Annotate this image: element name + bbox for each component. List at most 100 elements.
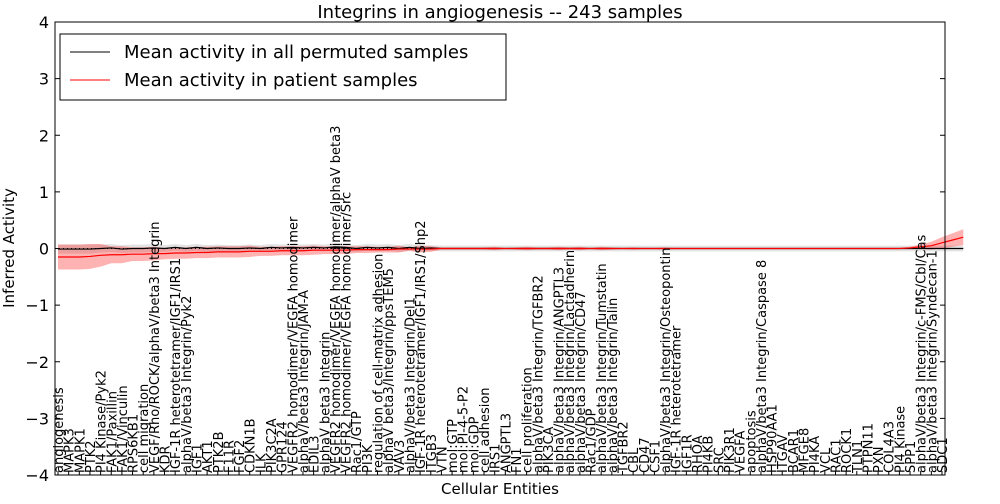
x-tick-label: alphaV beta3/Integrin/ppsTEM5 <box>382 268 397 473</box>
x-tick-label: VEGF/Rho/ROCK/alphaV/beta3 Integrin <box>148 221 163 473</box>
x-tick-label: COL4A3 <box>883 421 898 473</box>
x-tick-label: alphaV/beta3 Integrin/ANGPTL3 <box>553 267 568 473</box>
x-tick-label: RPS6KB1 <box>127 414 142 473</box>
x-tick-label: cell proliferation <box>521 367 536 473</box>
x-tick-label: Rac1/GTP <box>350 411 365 473</box>
x-tick-label: PI3K <box>361 444 376 473</box>
x-tick-label: IGF-1R heterotetramer/IGF1/IRS1 <box>169 258 184 473</box>
x-tick-label: PTK2 <box>84 440 99 473</box>
x-axis-label: Cellular Entities <box>441 480 559 498</box>
x-tick-label: alphaV/beta3 Integrin/Pyk2 <box>180 296 195 473</box>
x-tick-label: MAPK1 <box>73 428 88 473</box>
x-tick-label: HSP90AA1 <box>766 404 781 473</box>
x-tick-label: PI4 Kinase <box>893 406 908 473</box>
x-tick-label: MAPK3 <box>63 428 78 473</box>
legend-label-patient: Mean activity in patient samples <box>124 70 418 91</box>
x-tick-label: ITGB3 <box>425 434 440 473</box>
confidence-bands <box>58 229 964 270</box>
x-tick-label: alphaV/beta3 Integrin/Caspase 8 <box>755 260 770 473</box>
x-tick-label: CBL <box>627 447 642 473</box>
x-tick-label: TGFBR2 <box>616 421 631 474</box>
x-tick-label: alphaV beta3 Integrin <box>318 332 333 473</box>
y-tick-label: 4 <box>39 13 49 32</box>
y-tick-label: 1 <box>39 183 49 202</box>
x-tick-label: AKT1 <box>201 440 216 473</box>
x-tick-label: FAK1/Paxillin <box>105 391 120 473</box>
x-tick-label: alphaV/beta3 Integrin/c-FMS/Cbl/Cas <box>915 234 930 473</box>
x-tick-label: Rac1/GDP <box>585 408 600 473</box>
x-tick-label: IGF-1R heterotetramer <box>670 325 685 473</box>
x-tick-label: PTPN11 <box>861 423 876 473</box>
x-tick-label: SPP1 <box>904 441 919 473</box>
x-tick-label: IGF1 <box>190 443 205 473</box>
x-tick-label: cell migration <box>137 384 152 473</box>
x-tick-label: GPR124 <box>276 421 291 473</box>
x-tick-label: ILK <box>254 453 269 473</box>
y-tick-label: 3 <box>39 70 49 89</box>
x-tick-label: PIK3R1 <box>723 427 738 473</box>
x-tick-label: apoptosis <box>744 410 759 473</box>
band-series-1 <box>58 229 964 270</box>
y-tick-label: −3 <box>25 409 49 428</box>
x-tick-label: FGF2 <box>233 440 248 473</box>
x-tick-label: mol:GTP <box>446 419 461 473</box>
x-tick-label: alphaV/beta3 Integrin/JAM-A <box>297 290 312 473</box>
x-tick-label: CSF1 <box>648 440 663 473</box>
chart-title: Integrins in angiogenesis -- 243 samples <box>317 2 682 23</box>
y-tick-label: −4 <box>25 466 49 485</box>
x-tick-label: RAC1 <box>829 438 844 473</box>
x-tick-label: PTK2B <box>212 432 227 474</box>
x-tick-label: alphaV/beta3 Integrin/Del1 <box>403 297 418 473</box>
x-tick-label: VEGFR2 homodimer/VEGFA homodimer <box>286 216 301 473</box>
x-tick-label: mol:GDP <box>467 416 482 473</box>
x-tick-label: F11R <box>222 440 237 473</box>
x-tick-label: CD47 <box>638 437 653 473</box>
x-tick-label: PXN <box>872 447 887 473</box>
legend-box <box>59 33 507 101</box>
x-tick-label: mol:PI-4-5-P2 <box>457 386 472 473</box>
x-tick-label: alphaV/beta3 Integrin/Tumstatin <box>595 263 610 473</box>
x-tick-label: PI4KA <box>808 436 823 473</box>
x-tick-label: KDR <box>159 445 174 473</box>
x-tick-label: IGF-1R heterotetramer/IGF1/IRS1/Shp2 <box>414 220 429 473</box>
x-tick-label: TLN1 <box>851 440 866 474</box>
x-tick-label: MFGE8 <box>798 428 813 473</box>
line-series-1 <box>58 236 964 258</box>
x-tick-label: alphaV/beta3 Integrin/TGFBR2 <box>531 275 546 473</box>
x-tick-label: VEGFA <box>734 431 749 473</box>
x-tick-label: VAV3 <box>393 440 408 473</box>
x-tick-label: alphaV/beta3 Integrin/Talin <box>606 298 621 473</box>
x-tick-label: SDC1 <box>936 437 951 473</box>
series-lines <box>58 236 964 258</box>
x-tick-label: regulation of cell-matrix adhesion <box>372 254 387 473</box>
x-tick-label: VTN <box>435 446 450 473</box>
x-tick-label: cell adhesion <box>478 387 493 473</box>
y-tick-label: 2 <box>39 126 49 145</box>
x-tick-label: ITGAV <box>776 434 791 473</box>
x-tick-label: ROCK1 <box>840 428 855 473</box>
legend: Mean activity in all permuted samples Me… <box>59 33 507 101</box>
x-tick-label: BCAR1 <box>787 429 802 473</box>
x-tick-label: alphaV/beta3 Integrin/Lactadherin <box>563 250 578 473</box>
x-tick-label: EDIL3 <box>308 435 323 473</box>
x-tick-label: PI4 Kinase/Pyk2 <box>95 370 110 473</box>
x-tick-label: ANGPTL3 <box>499 413 514 473</box>
x-tick-label: alphaV/beta3 Integrin/CD47 <box>574 291 589 473</box>
x-tick-label: VEGFR2 homodimer/VEGFA homodimer/alphaV … <box>329 126 344 473</box>
y-tick-label: 0 <box>39 240 49 259</box>
legend-label-permuted: Mean activity in all permuted samples <box>124 42 468 63</box>
x-tick-label: IGF1R <box>680 434 695 473</box>
x-tick-label: PI4KB <box>702 436 717 473</box>
x-tick-label: RHOA <box>691 435 706 473</box>
y-axis-label: Inferred Activity <box>0 188 18 308</box>
x-tick-label: angiogenesis <box>52 387 67 473</box>
x-tick-label: SRC <box>712 447 727 473</box>
x-tick-label: FAK1/Vinculin <box>116 385 131 473</box>
x-tick-label: VEGFR2 homodimer/VEGFA homodimer/Src <box>340 192 355 473</box>
y-axis: 4 3 2 1 0 −1 −2 −3 −4 <box>25 13 945 485</box>
y-tick-label: −2 <box>25 353 49 372</box>
x-tick-label: PIK3CA <box>542 426 557 473</box>
x-tick-label: CDKN1B <box>244 418 259 473</box>
